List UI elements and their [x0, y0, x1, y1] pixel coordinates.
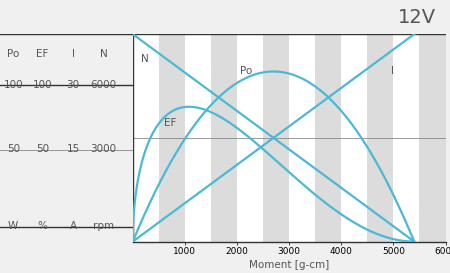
Bar [393, 34, 419, 242]
Text: A: A [69, 221, 76, 231]
Text: %: % [37, 221, 47, 231]
Text: 100: 100 [33, 80, 52, 90]
Text: 50: 50 [7, 144, 20, 154]
Text: 12V: 12V [398, 8, 436, 27]
Bar [237, 34, 263, 242]
Text: 15: 15 [67, 144, 80, 154]
Text: 50: 50 [36, 144, 49, 154]
Text: N: N [140, 54, 148, 64]
Bar [133, 34, 159, 242]
Bar [289, 34, 315, 242]
Text: Po: Po [239, 66, 252, 76]
Text: 30: 30 [67, 80, 80, 90]
Text: rpm: rpm [93, 221, 114, 231]
Text: EF: EF [36, 49, 49, 59]
Text: EF: EF [164, 118, 176, 128]
Text: 3000: 3000 [90, 144, 117, 154]
Text: Po: Po [7, 49, 19, 59]
Text: N: N [99, 49, 108, 59]
Text: I: I [391, 66, 394, 76]
Text: 6000: 6000 [90, 80, 117, 90]
X-axis label: Moment [g-cm]: Moment [g-cm] [249, 260, 329, 270]
Text: I: I [72, 49, 75, 59]
Text: W: W [8, 221, 18, 231]
Bar [185, 34, 211, 242]
Text: 100: 100 [4, 80, 23, 90]
Bar [341, 34, 367, 242]
